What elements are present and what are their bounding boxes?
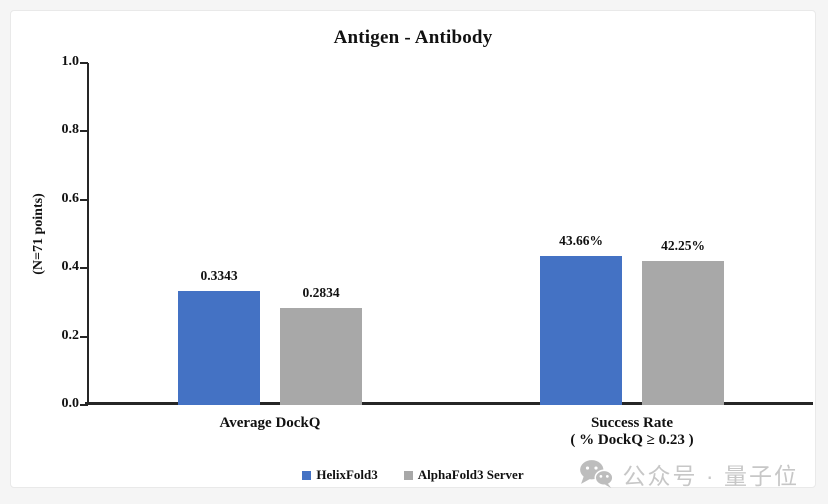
bar-alphafold3-server: [642, 260, 724, 405]
y-tick-label: 0.4: [61, 259, 80, 275]
y-tick-mark: [80, 267, 88, 270]
y-tick-label: 0.0: [61, 396, 80, 411]
bar-alphafold3-server: [280, 308, 362, 405]
x-axis-line: [85, 402, 813, 405]
x-category-label-line: ( % DockQ ≥ 0.23 ): [570, 432, 694, 448]
bar-helixfold3: [178, 290, 260, 405]
legend-swatch: [302, 470, 312, 480]
watermark: 公众号 · 量子位: [579, 457, 799, 491]
legend-swatch: [403, 470, 413, 480]
legend-label: AlphaFold3 Server: [417, 467, 524, 482]
x-category-label-line: Success Rate: [590, 415, 674, 431]
x-category-label: Success Rate( % DockQ ≥ 0.23 ): [472, 415, 792, 449]
legend-label: HelixFold3: [316, 467, 378, 482]
bar-value-label: 0.2834: [302, 285, 340, 301]
y-tick-mark: [80, 404, 88, 406]
y-tick-label: 0.2: [61, 327, 80, 343]
y-tick-mark: [80, 62, 88, 64]
x-category-label-line: Average DockQ: [219, 415, 321, 431]
bar-value-label: 43.66%: [559, 232, 603, 248]
bar-value-label: 0.3343: [200, 267, 238, 283]
y-tick-mark: [80, 335, 88, 338]
chart-card: Antigen - Antibody (N=71 points) 0.0 0.2 0…: [10, 10, 816, 491]
wechat-icon: [579, 460, 613, 489]
y-tick-mark: [80, 198, 88, 201]
watermark-text: 公众号 · 量子位: [622, 463, 799, 489]
legend-item: AlphaFold3 Server: [403, 467, 524, 483]
x-category-label: Average DockQ: [110, 415, 430, 432]
y-tick-mark: [80, 130, 88, 133]
bar-helixfold3: [540, 255, 622, 405]
y-tick-label: 1.0: [61, 54, 80, 69]
legend: HelixFold3 AlphaFold3 Server: [11, 467, 815, 483]
legend-item: HelixFold3: [302, 467, 378, 483]
bar-value-label: 42.25%: [661, 237, 705, 253]
plot-area: 0.0 0.2 0.4 0.6 0.8 1.0 0.3343 0.2834 Average Do…: [11, 11, 815, 487]
y-tick-label: 0.6: [61, 190, 80, 206]
y-axis-line: [87, 63, 89, 405]
chart-title: Antigen - Antibody: [333, 27, 493, 48]
y-tick-label: 0.8: [61, 122, 80, 138]
